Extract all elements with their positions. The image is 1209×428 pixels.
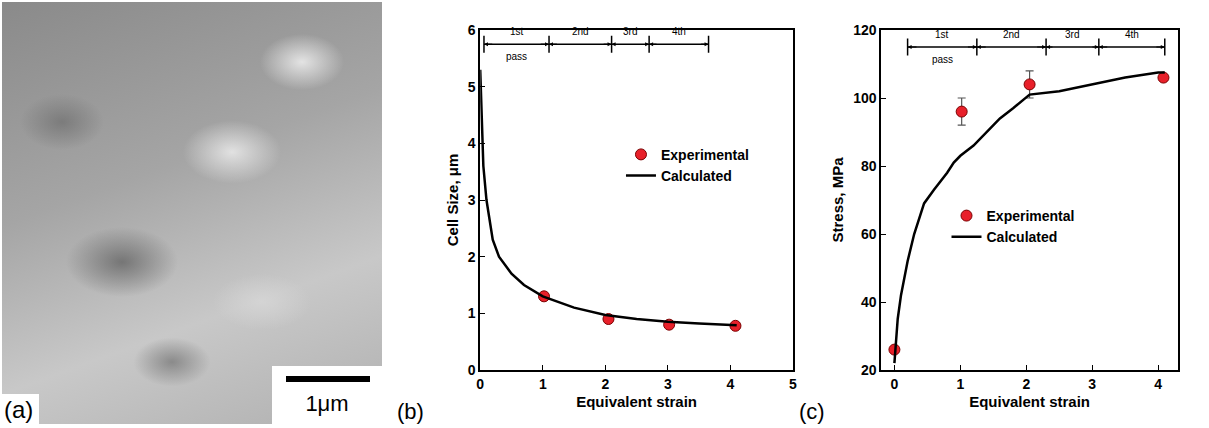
html-text:1μm: 1μm	[305, 391, 349, 416]
svg-text:20: 20	[861, 362, 877, 378]
svg-text:4: 4	[468, 135, 476, 151]
svg-text:120: 120	[853, 22, 877, 38]
svg-text:2nd: 2nd	[572, 26, 589, 37]
svg-text:0: 0	[468, 362, 476, 378]
svg-text:3: 3	[664, 376, 672, 392]
svg-text:(c): (c)	[799, 399, 825, 424]
svg-text:1st: 1st	[510, 26, 524, 37]
svg-text:4th: 4th	[672, 26, 686, 37]
svg-text:4: 4	[727, 376, 735, 392]
svg-text:80: 80	[861, 158, 877, 174]
svg-text:5: 5	[468, 79, 476, 95]
svg-text:2: 2	[468, 249, 476, 265]
svg-text:100: 100	[853, 90, 877, 106]
svg-text:Calculated: Calculated	[661, 168, 732, 184]
svg-text:60: 60	[861, 226, 877, 242]
svg-text:Equivalent strain: Equivalent strain	[576, 393, 697, 410]
svg-text:2: 2	[601, 376, 609, 392]
svg-text:Stress, MPa: Stress, MPa	[829, 157, 846, 243]
svg-text:0: 0	[476, 376, 484, 392]
svg-text:Experimental: Experimental	[661, 147, 749, 163]
svg-text:1: 1	[468, 305, 476, 321]
svg-text:Equivalent strain: Equivalent strain	[969, 393, 1090, 410]
html-text:(a): (a)	[4, 396, 34, 423]
svg-text:Cell Size, μm: Cell Size, μm	[444, 154, 461, 247]
svg-text:1: 1	[539, 376, 547, 392]
svg-text:40: 40	[861, 294, 877, 310]
svg-text:pass: pass	[932, 54, 953, 65]
svg-text:1st: 1st	[935, 29, 949, 40]
svg-text:(b): (b)	[397, 399, 424, 424]
svg-text:Experimental: Experimental	[987, 208, 1075, 224]
svg-text:2nd: 2nd	[1003, 29, 1020, 40]
svg-text:3rd: 3rd	[1065, 29, 1079, 40]
svg-text:Calculated: Calculated	[987, 229, 1058, 245]
svg-text:2: 2	[1022, 376, 1030, 392]
svg-text:0: 0	[891, 376, 899, 392]
svg-text:3: 3	[1088, 376, 1096, 392]
svg-text:pass: pass	[506, 51, 527, 62]
svg-text:3: 3	[468, 192, 476, 208]
svg-text:3rd: 3rd	[623, 26, 637, 37]
svg-text:6: 6	[468, 22, 476, 38]
svg-text:4th: 4th	[1125, 29, 1139, 40]
svg-text:1: 1	[956, 376, 964, 392]
svg-text:5: 5	[789, 376, 797, 392]
svg-text:4: 4	[1154, 376, 1162, 392]
